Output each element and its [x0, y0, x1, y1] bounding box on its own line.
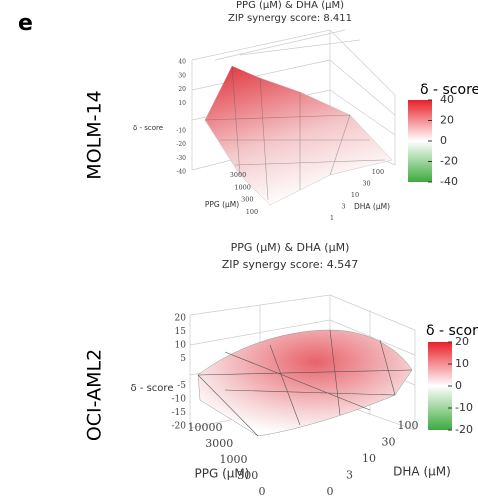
colorbar-tick-label: 20 [455, 335, 469, 348]
x-tick-label: 10000 [188, 421, 223, 434]
colorbar-tick-label: -40 [440, 175, 458, 188]
chart-title: PPG (μM) & DHA (μM) [236, 0, 344, 11]
colorbar-title: δ - scor [426, 323, 478, 339]
z-tick-label: 5 [180, 354, 186, 364]
colorbar-tick-label: 20 [440, 114, 454, 127]
x-tick-label: 0 [259, 485, 266, 498]
y-tick-label: 0 [327, 485, 334, 498]
chart-subtitle: ZIP synergy score: 4.547 [222, 258, 358, 271]
x-tick-label: 100 [246, 208, 258, 216]
chart-subtitle: ZIP synergy score: 8.411 [228, 13, 352, 24]
z-tick-label: -10 [172, 395, 187, 405]
x-axis-label: PPG (μM) [205, 200, 239, 209]
x-tick-label: 3000 [205, 437, 233, 450]
y-tick-label: 30 [382, 436, 396, 449]
row-label: MOLM-14 [84, 90, 106, 179]
x-axis-label: PPG (μM) [195, 467, 250, 481]
z-tick-label: -20 [176, 141, 186, 148]
z-axis-label: δ - score [131, 383, 174, 394]
colorbar-tick-label: -10 [455, 401, 473, 414]
colorbar-tick-label: -20 [440, 155, 458, 168]
colorbar-tick-label: -20 [455, 423, 473, 436]
x-tick-label: 1000 [234, 183, 251, 191]
z-tick-label: 10 [175, 341, 187, 351]
z-tick-label: -20 [172, 422, 187, 432]
z-axis-label: δ - score [133, 124, 163, 132]
y-tick-label: 100 [372, 168, 384, 176]
surface-1 [191, 29, 396, 206]
z-tick-label: 15 [175, 327, 187, 337]
y-tick-label: 3 [346, 469, 353, 482]
y-tick-label: 30 [362, 180, 370, 188]
colorbar-tick-label: 0 [440, 134, 447, 147]
y-tick-label: 10 [351, 191, 359, 199]
y-tick-label: 100 [398, 419, 419, 432]
x-tick-label: 3000 [230, 171, 247, 179]
y-tick-label: 10 [362, 452, 376, 465]
z-tick-label: 40 [178, 59, 186, 66]
z-tick-label: -30 [176, 155, 186, 162]
z-tick-label: 20 [178, 86, 186, 93]
x-tick-label: 300 [241, 196, 253, 204]
z-tick-label: -40 [176, 169, 186, 176]
chart-title: PPG (μM) & DHA (μM) [231, 241, 350, 254]
colorbar-title: δ - score [420, 82, 478, 98]
x-tick-label: 300 [237, 469, 258, 482]
colorbar-tick-label: 10 [455, 357, 469, 370]
y-axis-label: DHA (μM) [393, 465, 451, 479]
y-tick-label: 3 [341, 203, 345, 211]
z-tick-label: -15 [172, 408, 187, 418]
colorbar-tick-label: 40 [440, 93, 454, 106]
z-tick-label: -5 [177, 381, 186, 391]
x-tick-label: 1000 [220, 453, 248, 466]
colorbar-tick-label: 0 [455, 379, 462, 392]
z-tick-label: -10 [176, 127, 186, 134]
row-label: OCI-AML2 [84, 349, 106, 441]
z-tick-label: 10 [178, 100, 186, 107]
y-tick-label: 1 [330, 214, 334, 222]
y-axis-label: DHA (μM) [354, 202, 390, 211]
z-tick-label: 20 [175, 314, 187, 324]
surface-2 [189, 294, 416, 437]
panel-label: e [18, 11, 33, 36]
z-tick-label: 30 [178, 72, 186, 79]
